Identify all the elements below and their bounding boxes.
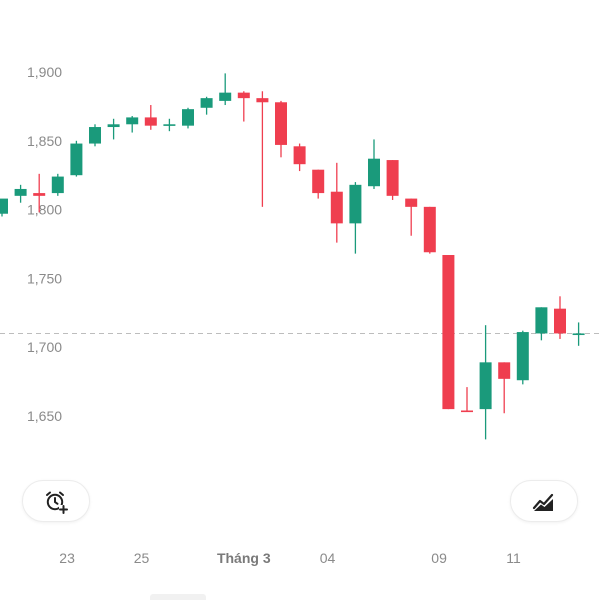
candle-body xyxy=(349,184,362,224)
candle xyxy=(182,107,194,129)
candle-body xyxy=(442,255,455,410)
alarm-clock-plus-icon xyxy=(46,491,68,514)
candle-body xyxy=(0,198,8,214)
candle xyxy=(144,105,157,130)
bottom-sheet-handle[interactable] xyxy=(150,594,206,600)
candle xyxy=(535,307,548,341)
candle xyxy=(386,160,399,200)
candle-body xyxy=(572,333,585,336)
candle xyxy=(349,182,362,254)
y-tick-label: 1,900 xyxy=(27,64,62,80)
y-tick-label: 1,800 xyxy=(27,202,62,218)
line-chart-icon xyxy=(532,493,554,511)
candle-body xyxy=(51,176,64,194)
x-tick-label: 25 xyxy=(134,550,150,566)
candle xyxy=(126,116,139,133)
candle-body xyxy=(368,158,380,187)
candle-body xyxy=(219,92,232,101)
x-tick-label: 04 xyxy=(320,550,336,566)
candle xyxy=(368,139,380,189)
candle xyxy=(219,73,232,106)
candle-body xyxy=(293,146,306,165)
candle xyxy=(51,173,64,196)
candle xyxy=(498,362,511,414)
x-tick-label: 09 xyxy=(431,550,447,566)
candle-body xyxy=(405,198,418,207)
candle xyxy=(330,162,343,243)
candle-body xyxy=(14,188,27,196)
candle xyxy=(461,387,473,413)
candle xyxy=(33,173,46,213)
candle-body xyxy=(479,362,492,410)
candle-body xyxy=(461,410,473,413)
candles xyxy=(0,73,585,440)
candle-body xyxy=(182,109,194,126)
candle-body xyxy=(275,102,287,145)
candle-body xyxy=(498,362,511,379)
candle xyxy=(516,330,529,385)
candle-body xyxy=(237,92,250,99)
candle xyxy=(554,296,566,339)
candle xyxy=(479,325,492,440)
candle xyxy=(70,140,83,177)
y-tick-label: 1,750 xyxy=(27,270,62,286)
y-tick-label: 1,850 xyxy=(27,133,62,149)
candle-body xyxy=(33,193,46,196)
candle-body xyxy=(163,124,176,126)
x-tick-label: Tháng 3 xyxy=(217,550,271,566)
candle xyxy=(405,198,418,236)
candle-body xyxy=(554,308,566,334)
y-tick-label: 1,650 xyxy=(27,408,62,424)
candle xyxy=(163,118,176,132)
candle xyxy=(14,184,27,203)
candle xyxy=(0,198,8,217)
candle xyxy=(442,255,455,410)
candle-body xyxy=(70,143,83,176)
y-tick-label: 1,700 xyxy=(27,339,62,355)
candle xyxy=(423,206,436,254)
candle-body xyxy=(200,98,213,108)
candle xyxy=(293,143,306,172)
candle-body xyxy=(107,124,120,128)
candle-body xyxy=(144,117,157,126)
candle xyxy=(275,100,287,158)
candle xyxy=(107,118,120,140)
candle xyxy=(200,96,213,115)
candle xyxy=(256,91,269,207)
candle-body xyxy=(89,127,101,144)
y-axis: 1,900 1,850 1,800 1,750 1,700 1,650 xyxy=(27,64,62,424)
indicator-button[interactable] xyxy=(510,480,578,522)
candle xyxy=(89,124,101,147)
candle-body xyxy=(256,98,269,103)
candle xyxy=(572,322,585,346)
x-tick-label: 11 xyxy=(506,550,521,566)
x-tick-label: 23 xyxy=(59,550,75,566)
candle-body xyxy=(386,160,399,196)
candle-body xyxy=(312,169,325,194)
x-axis: 23 25 Tháng 3 04 09 11 xyxy=(59,550,521,566)
add-alert-button[interactable] xyxy=(22,480,90,522)
candle xyxy=(312,169,325,199)
candle-body xyxy=(330,191,343,224)
candle-body xyxy=(516,332,529,381)
candle-body xyxy=(423,206,436,253)
candle-body xyxy=(535,307,548,334)
candle-body xyxy=(126,117,139,125)
candle xyxy=(237,91,250,122)
